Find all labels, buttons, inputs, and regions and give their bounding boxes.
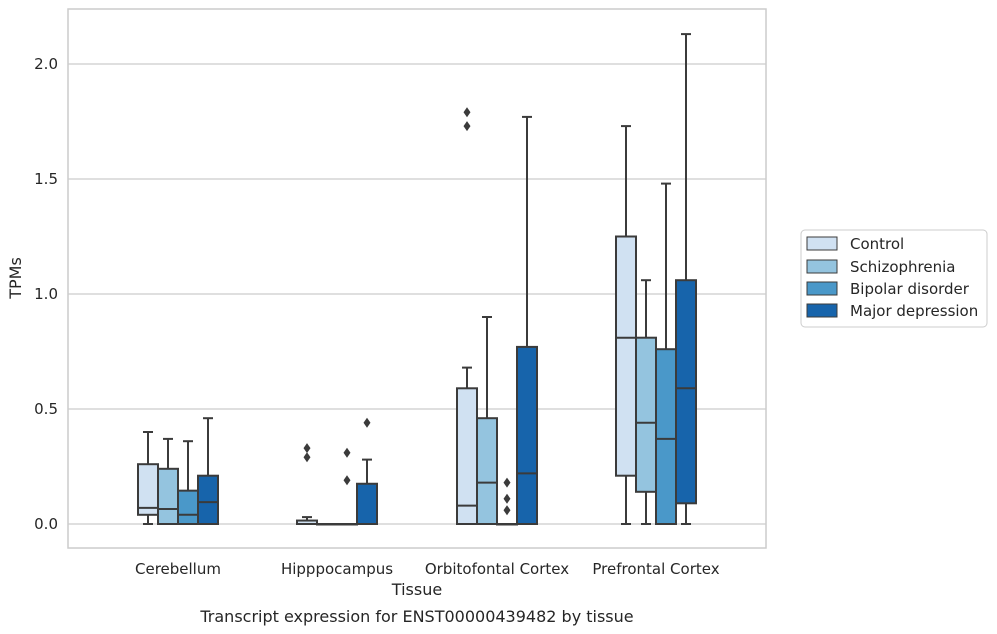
x-axis-ticks: Cerebellum Hipppocampus Orbitofontal Corte…: [135, 560, 720, 578]
box-2-2: [496, 477, 518, 526]
box-1-2: [336, 447, 358, 526]
box-body: [615, 235, 637, 477]
legend-swatch: [806, 303, 838, 318]
box-3-1: [635, 279, 657, 525]
x-axis-label: Tissue: [391, 580, 442, 599]
outlier-point: [303, 443, 311, 454]
box-body: [655, 348, 677, 526]
box-body: [516, 345, 538, 525]
outlier-point: [503, 493, 511, 504]
outlier-point: [503, 505, 511, 516]
plot-frame: [67, 8, 767, 549]
box-3-0: [615, 125, 637, 525]
y-tick-label: 1.5: [34, 170, 58, 188]
legend: Control Schizophrenia Bipolar disorder Majo…: [800, 229, 988, 328]
figure-caption: Transcript expression for ENST0000043948…: [199, 607, 633, 626]
box-0-2: [177, 440, 199, 525]
legend-swatch: [806, 281, 838, 296]
box-body: [635, 336, 657, 493]
outlier-point: [463, 107, 471, 118]
box-3-3: [675, 33, 697, 525]
box-1-0: [296, 443, 318, 525]
box-body: [675, 279, 697, 505]
legend-item-label: Schizophrenia: [850, 258, 955, 276]
box-body: [177, 489, 199, 525]
box-3-2: [655, 182, 677, 526]
outlier-point: [503, 477, 511, 488]
box-0-0: [137, 431, 159, 525]
box-0-3: [197, 417, 219, 526]
box-body: [157, 467, 179, 525]
box-plots: [137, 33, 697, 526]
y-axis-label: TPMs: [6, 257, 25, 300]
x-tick-label: Cerebellum: [135, 560, 221, 578]
box-2-1: [476, 316, 498, 526]
y-tick-label: 0.0: [34, 515, 58, 533]
y-axis-ticks: 0.0 0.5 1.0 1.5 2.0: [34, 55, 58, 533]
x-tick-label: Prefrontal Cortex: [592, 560, 719, 578]
outlier-point: [463, 121, 471, 132]
box-body: [476, 417, 498, 526]
outlier-point: [343, 475, 351, 486]
box-body: [356, 482, 378, 525]
y-tick-label: 1.0: [34, 285, 58, 303]
box-1-1: [316, 523, 338, 526]
outlier-point: [343, 447, 351, 458]
box-body: [197, 474, 219, 526]
legend-item-label: Major depression: [850, 302, 978, 320]
legend-frame: [800, 229, 988, 328]
outlier-point: [303, 452, 311, 463]
box-2-0: [456, 107, 478, 525]
box-0-1: [157, 437, 179, 525]
legend-item-label: Control: [850, 235, 904, 253]
box-1-3: [356, 417, 378, 525]
box-2-3: [516, 115, 538, 525]
legend-swatch: [806, 259, 838, 274]
outlier-point: [363, 417, 371, 428]
legend-item-label: Bipolar disorder: [850, 280, 970, 298]
y-tick-label: 0.5: [34, 400, 58, 418]
box-body: [456, 387, 478, 525]
x-tick-label: Hipppocampus: [281, 560, 393, 578]
y-tick-label: 2.0: [34, 55, 58, 73]
x-tick-label: Orbitofontal Cortex: [425, 560, 569, 578]
legend-swatch: [806, 236, 838, 251]
